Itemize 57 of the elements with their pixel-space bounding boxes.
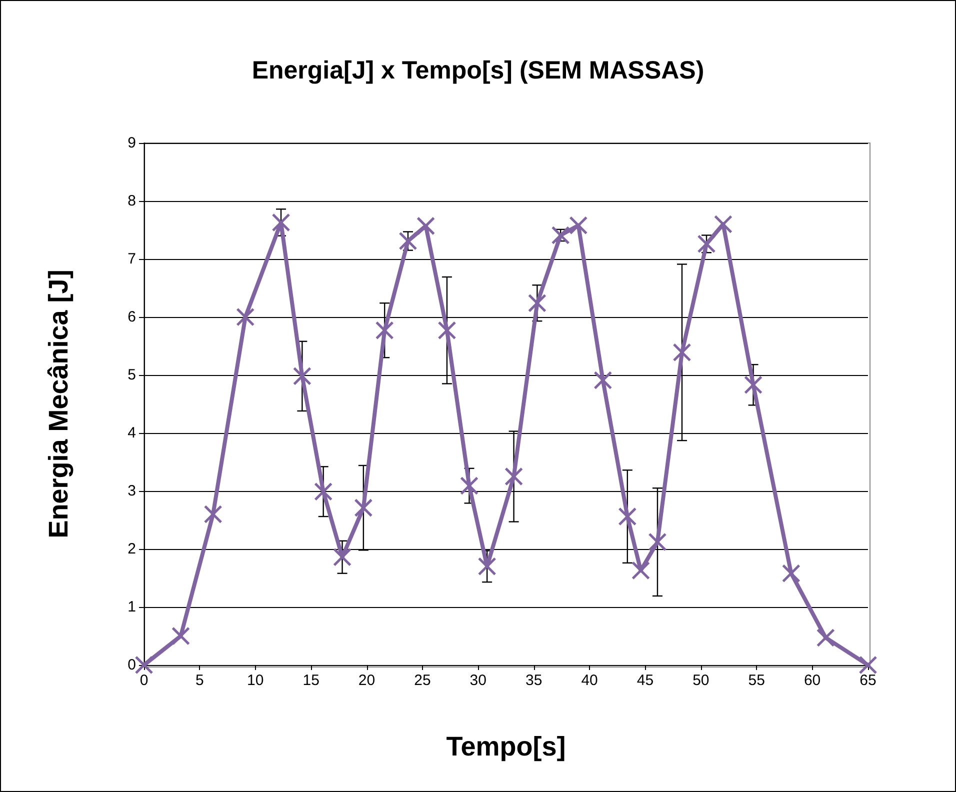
point: [438, 321, 456, 340]
point: [618, 507, 637, 526]
point: [460, 476, 478, 496]
y-tick-label: 7: [128, 250, 136, 268]
point: [416, 216, 436, 236]
point: [714, 214, 732, 234]
y-tick-label: 1: [128, 598, 136, 616]
point: [172, 626, 190, 646]
x-tick-label: 55: [748, 672, 765, 689]
point: [551, 226, 570, 244]
x-tick-label: 45: [636, 672, 654, 689]
x-tick-label: 30: [470, 672, 486, 689]
chart-title: Energia[J] x Tempo[s] (SEM MASSAS): [252, 56, 704, 84]
point: [375, 321, 394, 340]
x-tick-label: 10: [247, 672, 264, 689]
y-tick-label: 4: [128, 424, 136, 442]
point: [594, 370, 612, 390]
x-tick-label: 65: [860, 672, 876, 689]
point: [697, 234, 716, 254]
point: [569, 216, 588, 235]
point: [204, 504, 222, 524]
point: [672, 343, 692, 362]
y-tick-label: 6: [128, 308, 136, 326]
x-tick-label: 25: [414, 672, 431, 689]
point: [398, 232, 418, 250]
point: [816, 628, 835, 647]
point: [354, 498, 373, 518]
point: [272, 213, 290, 232]
y-tick-label: 3: [128, 482, 136, 500]
y-tick-label: 5: [128, 366, 136, 384]
point: [292, 366, 312, 386]
y-axis-title: Energia Mecânica [J]: [44, 270, 74, 538]
point: [528, 294, 546, 312]
x-tick-label: 15: [302, 672, 320, 689]
point: [504, 467, 524, 486]
x-tick-label: 0: [140, 672, 148, 689]
point: [314, 482, 333, 501]
y-tick-label: 0: [128, 656, 136, 674]
x-tick-label: 5: [196, 672, 204, 689]
y-tick-label: 8: [128, 192, 136, 210]
point: [744, 376, 763, 394]
y-tick-label: 9: [128, 134, 136, 152]
point: [632, 561, 650, 580]
x-axis-title: Tempo[s]: [446, 732, 566, 762]
point: [333, 548, 352, 566]
point: [478, 557, 496, 576]
point: [236, 308, 255, 326]
point: [858, 656, 878, 674]
y-tick-label: 2: [128, 540, 136, 558]
x-tick-label: 60: [804, 672, 821, 689]
point: [134, 656, 154, 674]
point: [648, 532, 667, 552]
x-tick-label: 50: [692, 672, 710, 689]
x-tick-label: 35: [526, 672, 542, 689]
x-tick-label: 20: [358, 672, 376, 689]
x-tick-label: 40: [581, 672, 598, 689]
point: [782, 564, 800, 583]
